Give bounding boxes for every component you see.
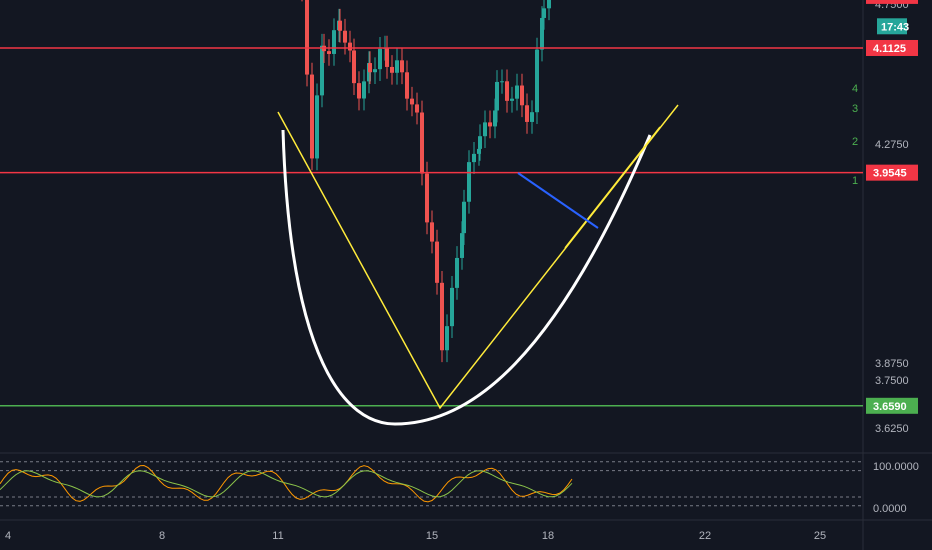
candle-body [378,48,382,70]
candle-body [510,98,514,101]
level-price-tag [866,0,918,4]
candle-body [540,17,544,50]
candle-body [390,66,394,73]
fib-level-number: 3 [852,103,858,115]
level-price-text: 3.6590 [873,401,907,413]
level-price-text: 4.1785 [873,0,907,3]
fib-level-number: 4 [852,83,858,95]
countdown-tag [877,18,907,35]
countdown-text: 17:43 [881,21,909,33]
candle-body [505,81,509,101]
candle-body [435,241,439,283]
osc-tick-label: 100.0000 [873,461,919,473]
candle-body [405,72,409,99]
candle-body [460,233,464,258]
candle-body [542,8,546,18]
candle-body [445,326,449,351]
candle-body [327,51,331,54]
price-tick-label: 3.6250 [875,423,909,435]
resistance-drawing[interactable] [517,172,599,229]
candle-body [385,47,389,67]
level-price-tag [866,39,918,56]
candle-body [373,69,377,73]
horizontal-levels[interactable] [0,0,863,407]
candle-body [462,201,466,234]
drawings[interactable] [277,104,679,426]
candle-body [343,30,347,43]
candles [301,0,551,363]
candle-body [440,282,444,351]
candle-body [472,153,476,163]
level-price-tag [866,397,918,414]
candle-body [348,42,352,51]
candle-body [315,95,319,159]
candle-body [357,83,361,99]
candle-body [520,85,524,106]
oscillator-panel: 100.0000 0.0000 [0,461,919,515]
candle-body [415,104,419,113]
candle-body [488,122,492,127]
fib-level-number: 1 [852,175,858,187]
fib-level-number: 2 [852,136,858,148]
price-tick-label: 3.7500 [875,375,909,387]
channel-line-drawing[interactable] [564,126,661,249]
time-tick-label: 18 [542,530,554,542]
candle-body [477,148,481,154]
candle-body [332,30,336,54]
candle-body [400,60,404,73]
price-labels: 4.48304.43304.34604.24354.18754.17854.11… [852,0,918,414]
candle-body [455,257,459,288]
candle-body [425,173,429,223]
time-tick-label: 25 [814,530,826,542]
price-tick-label: 3.8750 [875,358,909,370]
level-price-text: 4.1125 [873,43,906,55]
candle-body [450,287,454,327]
candle-body [305,0,309,75]
candle-body [338,20,342,31]
candle-body [478,136,482,149]
time-tick-label: 4 [5,530,11,542]
time-tick-label: 22 [699,530,711,542]
osc-k-line [0,464,573,503]
candle-body [368,63,372,73]
candle-body [395,60,399,73]
price-tick-label: 4.2750 [875,139,909,151]
time-tick-label: 15 [426,530,438,542]
candle-body [310,74,314,159]
candle-body [530,112,534,122]
candle-body [547,0,551,9]
time-tick-label: 8 [159,530,165,542]
level-price-tag [866,164,918,181]
candle-body [320,45,324,96]
osc-d-line [0,470,573,498]
candle-body [430,222,434,242]
candle-body [352,50,356,84]
candle-body [483,122,487,137]
osc-tick-label: 0.0000 [873,503,907,515]
candle-body [535,49,539,113]
candle-body [525,105,529,122]
cup-curve-drawing[interactable] [281,129,652,426]
price-tick-label: 4.7500 [875,0,909,11]
candle-body [410,98,414,105]
candle-body [515,85,519,99]
level-price-text: 3.9545 [873,168,907,180]
time-tick-label: 11 [272,530,283,542]
candle-body [495,81,499,111]
candle-body [420,112,424,174]
candle-body [467,162,471,202]
candle-body [362,81,366,99]
candle-body [500,81,504,83]
candle-body [493,110,497,127]
